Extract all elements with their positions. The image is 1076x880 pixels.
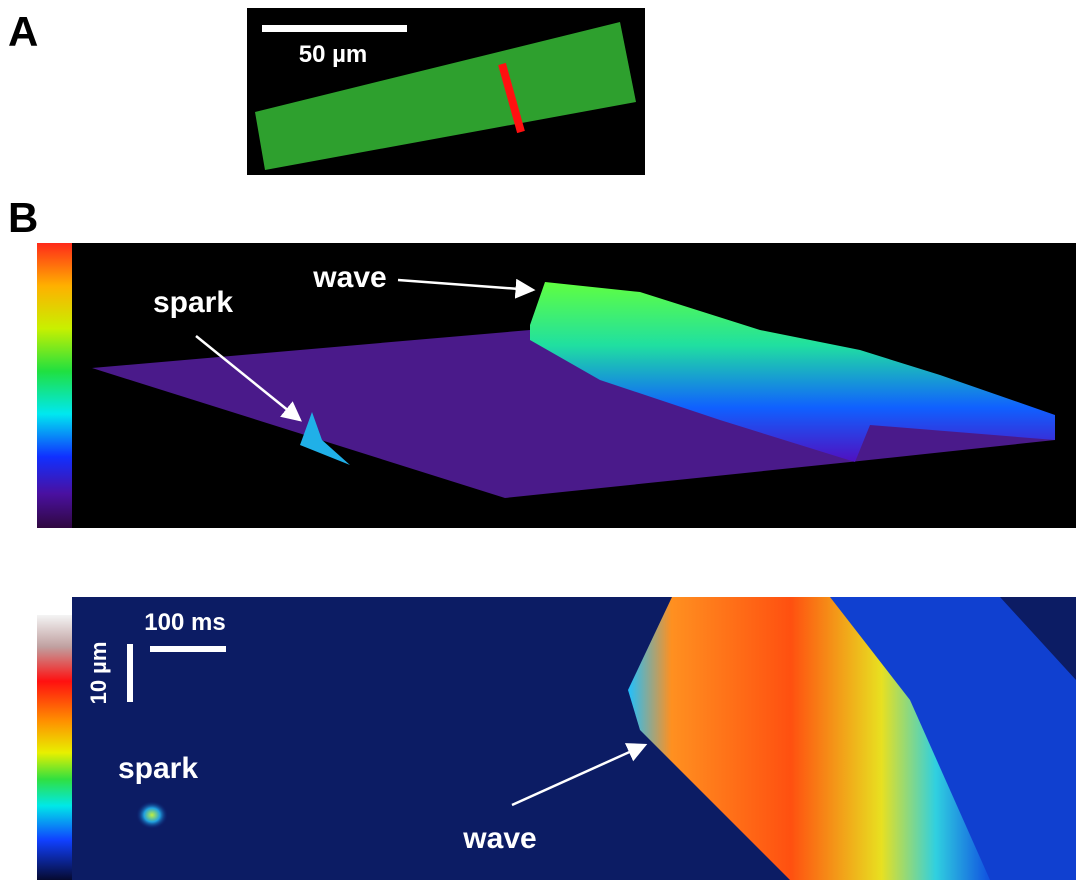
figure: A 50 µm B wave spark 100 ms 10 µm spark … bbox=[0, 0, 1076, 880]
scale-bar bbox=[262, 25, 407, 32]
colorbar bbox=[37, 243, 72, 528]
time-bar-label: 100 ms bbox=[144, 609, 225, 636]
annotation: spark bbox=[153, 286, 233, 319]
annotation: spark bbox=[118, 752, 198, 785]
spark-spot bbox=[136, 801, 168, 829]
space-bar-label: 10 µm bbox=[86, 642, 111, 705]
time-scale-bar bbox=[150, 646, 226, 652]
annotation: wave bbox=[462, 822, 536, 855]
space-scale-bar bbox=[127, 644, 133, 702]
panel-label: B bbox=[8, 194, 38, 241]
panel-label: A bbox=[8, 8, 38, 55]
scale-bar-label: 50 µm bbox=[299, 41, 368, 68]
annotation: wave bbox=[312, 261, 386, 294]
colorbar bbox=[37, 615, 72, 880]
